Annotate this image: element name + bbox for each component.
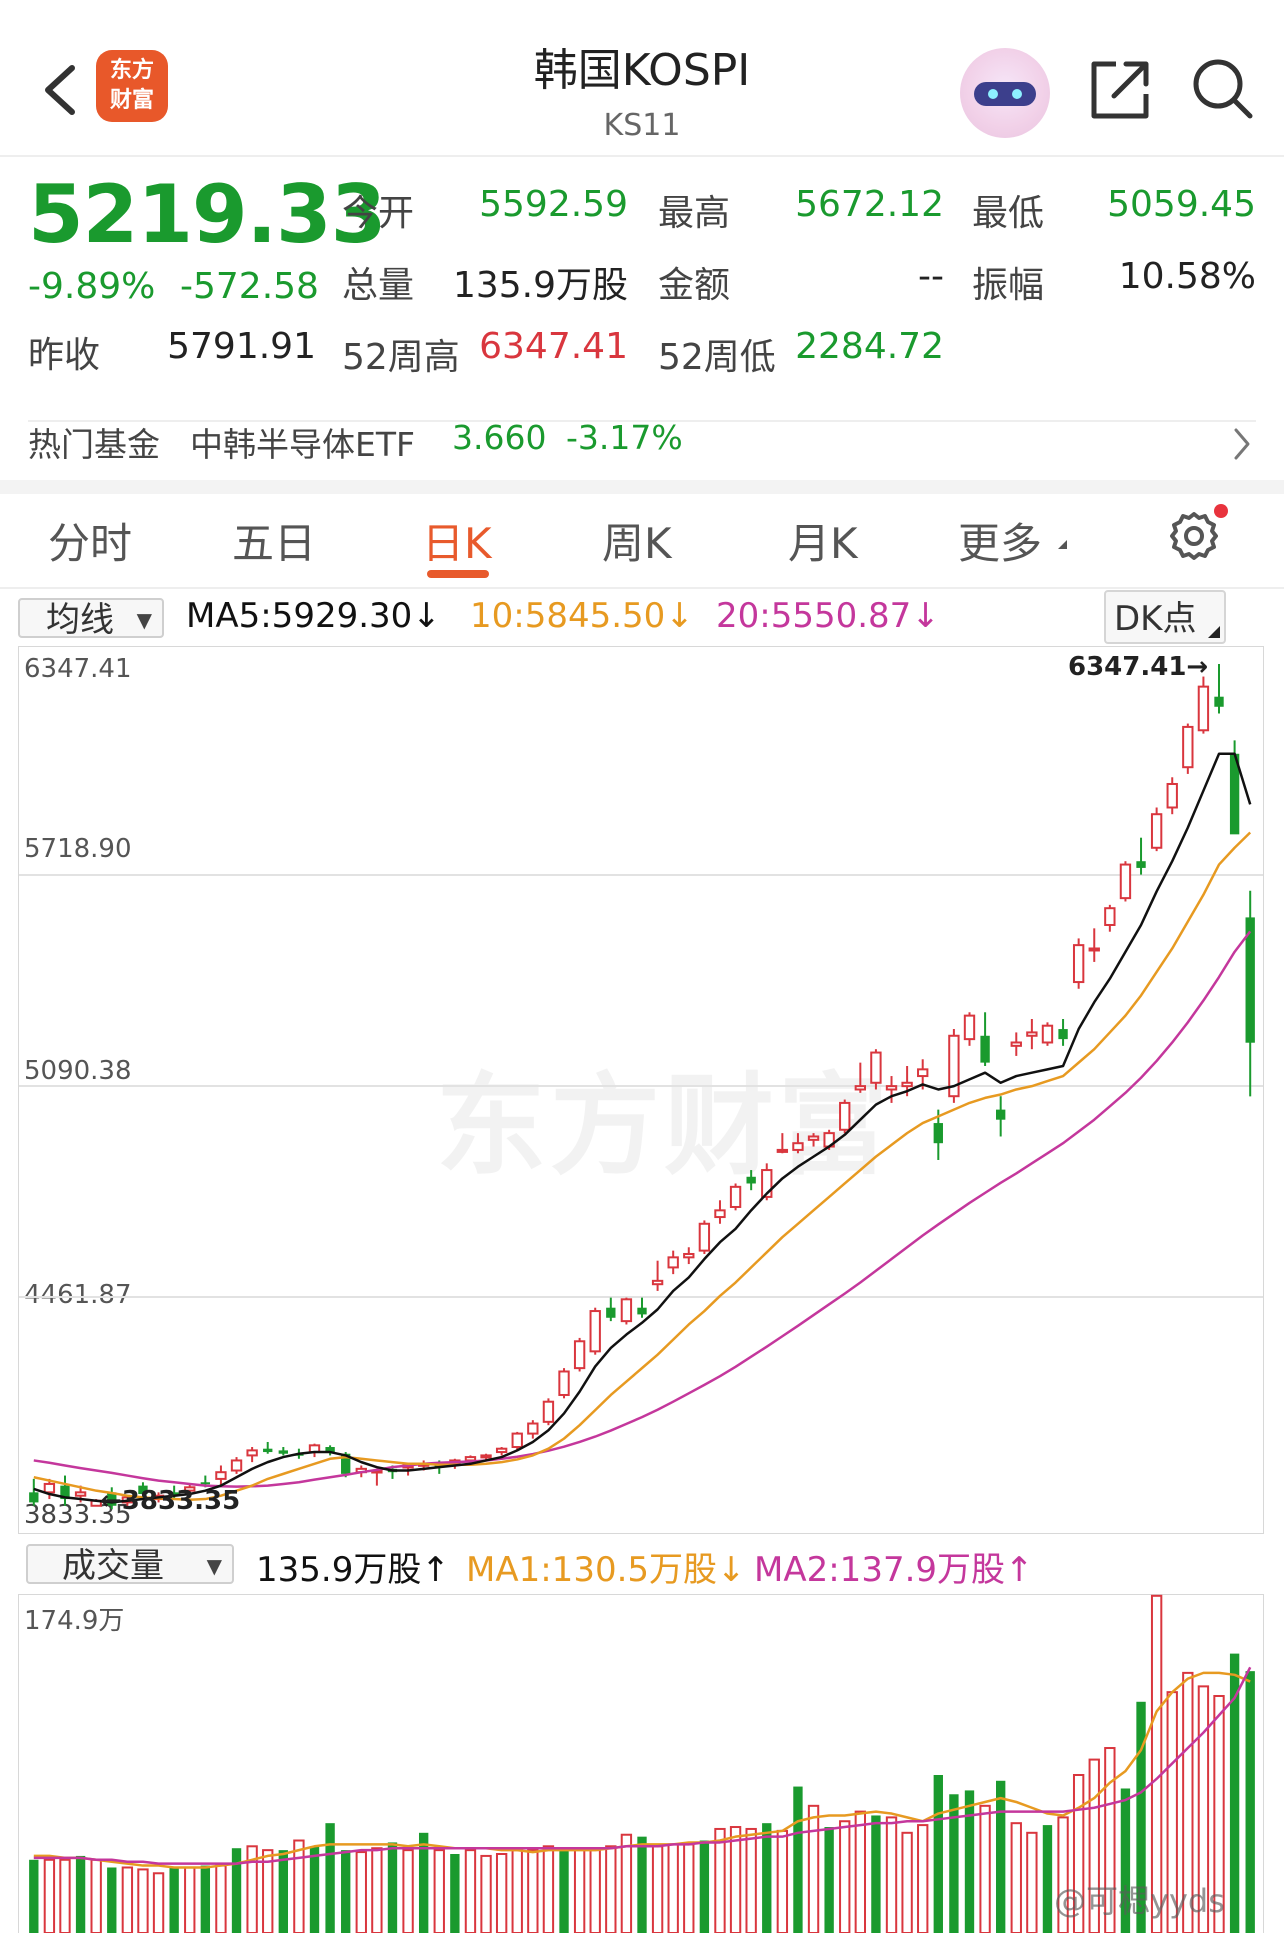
ma10-readout: 10:5845.50↓ bbox=[470, 596, 694, 636]
page-title: 韩国KOSPI bbox=[533, 45, 751, 96]
hot-fund-name: 中韩半导体ETF bbox=[190, 425, 415, 464]
volume-indicator-select[interactable]: 成交量 ▼ bbox=[26, 1544, 234, 1586]
weibo-watermark: @可楒yyds bbox=[1054, 1882, 1225, 1920]
page-subtitle: KS11 bbox=[603, 108, 681, 143]
change-percent: -9.89% bbox=[28, 266, 156, 307]
change-absolute: -572.58 bbox=[180, 266, 319, 307]
tab-weekly-k[interactable]: 周K bbox=[602, 519, 672, 568]
tab-daily-k[interactable]: 日K bbox=[422, 519, 492, 568]
volume-readout: 135.9万股↑ bbox=[256, 1550, 450, 1590]
low-label: 最低 bbox=[972, 193, 1045, 234]
robot-avatar-icon[interactable] bbox=[960, 48, 1050, 138]
avatar-eye-left bbox=[988, 89, 998, 99]
week52-high-value: 6347.41 bbox=[479, 326, 628, 367]
candlestick-chart-frame bbox=[18, 646, 1264, 1534]
dk-point-label: DK点 bbox=[1114, 599, 1197, 639]
volume-ma1-readout: MA1:130.5万股↓ bbox=[466, 1550, 746, 1590]
corner-triangle-icon bbox=[1208, 626, 1220, 638]
top-nav-bar bbox=[0, 0, 1284, 157]
ma5-readout: MA5:5929.30↓ bbox=[186, 596, 441, 636]
avatar-eye-right bbox=[1012, 89, 1022, 99]
chevron-left-icon[interactable] bbox=[36, 50, 86, 130]
volume-ma2-readout: MA2:137.9万股↑ bbox=[754, 1550, 1034, 1590]
current-price: 5219.33 bbox=[28, 168, 386, 261]
tab-five-day[interactable]: 五日 bbox=[232, 519, 317, 568]
week52-high-label: 52周高 bbox=[342, 337, 460, 378]
volume-value: 135.9万股 bbox=[452, 265, 628, 306]
tab-more[interactable]: 更多 bbox=[958, 519, 1043, 568]
amount-label: 金额 bbox=[658, 265, 731, 306]
tab-intraday[interactable]: 分时 bbox=[48, 519, 133, 568]
amplitude-value: 10.58% bbox=[1118, 256, 1256, 297]
amplitude-label: 振幅 bbox=[972, 265, 1045, 306]
max-price-label: 6347.41→ bbox=[1068, 652, 1209, 682]
low-value: 5059.45 bbox=[1107, 184, 1256, 225]
section-divider bbox=[0, 480, 1284, 494]
hot-fund-price: 3.660 bbox=[452, 418, 547, 457]
dropdown-caret-icon: ▼ bbox=[206, 1554, 222, 1578]
open-label: 今开 bbox=[342, 193, 415, 234]
chevron-right-icon[interactable] bbox=[1232, 424, 1252, 464]
amount-value: -- bbox=[918, 256, 944, 297]
y-tick-label: 5718.90 bbox=[24, 834, 132, 864]
volume-max-label: 174.9万 bbox=[24, 1606, 125, 1636]
share-icon[interactable] bbox=[1086, 54, 1156, 124]
app-logo: 东方财富 bbox=[96, 50, 168, 122]
y-tick-label: 6347.41 bbox=[24, 654, 132, 684]
high-label: 最高 bbox=[658, 193, 731, 234]
search-icon[interactable] bbox=[1188, 54, 1258, 124]
hot-fund-change: -3.17% bbox=[566, 418, 683, 457]
max-price-value: 6347.41 bbox=[1068, 652, 1187, 682]
watermark: 东方财富 bbox=[436, 1062, 892, 1190]
active-tab-indicator bbox=[427, 570, 489, 578]
prev-close-value: 5791.91 bbox=[167, 326, 316, 367]
hot-fund-label: 热门基金 bbox=[28, 425, 160, 464]
ma20-readout: 20:5550.87↓ bbox=[716, 596, 940, 636]
min-price-label: ←3833.35 bbox=[100, 1486, 241, 1516]
hot-fund-row[interactable] bbox=[28, 420, 1256, 482]
gear-icon[interactable] bbox=[1166, 508, 1222, 564]
volume-label: 总量 bbox=[342, 265, 415, 306]
y-tick-label: 5090.38 bbox=[24, 1056, 132, 1086]
y-tick-label: 4461.87 bbox=[24, 1280, 132, 1310]
ma-select-label: 均线 bbox=[46, 600, 114, 640]
ma-select[interactable]: 均线 ▼ bbox=[18, 598, 164, 640]
notification-dot bbox=[1214, 504, 1228, 518]
tabs-divider bbox=[0, 587, 1284, 589]
dropdown-caret-icon: ▼ bbox=[136, 608, 152, 632]
logo-text: 东方财富 bbox=[109, 58, 154, 113]
dk-point-button[interactable]: DK点 bbox=[1104, 590, 1226, 644]
week52-low-label: 52周低 bbox=[658, 337, 776, 378]
volume-select-label: 成交量 bbox=[62, 1546, 164, 1586]
tab-monthly-k[interactable]: 月K bbox=[788, 519, 858, 568]
open-value: 5592.59 bbox=[479, 184, 628, 225]
min-price-value: 3833.35 bbox=[121, 1486, 241, 1516]
volume-chart-frame bbox=[18, 1594, 1264, 1933]
avatar-visor bbox=[974, 82, 1036, 106]
more-caret-icon bbox=[1058, 540, 1067, 549]
week52-low-value: 2284.72 bbox=[795, 326, 944, 367]
prev-close-label: 昨收 bbox=[28, 335, 101, 376]
high-value: 5672.12 bbox=[795, 184, 944, 225]
